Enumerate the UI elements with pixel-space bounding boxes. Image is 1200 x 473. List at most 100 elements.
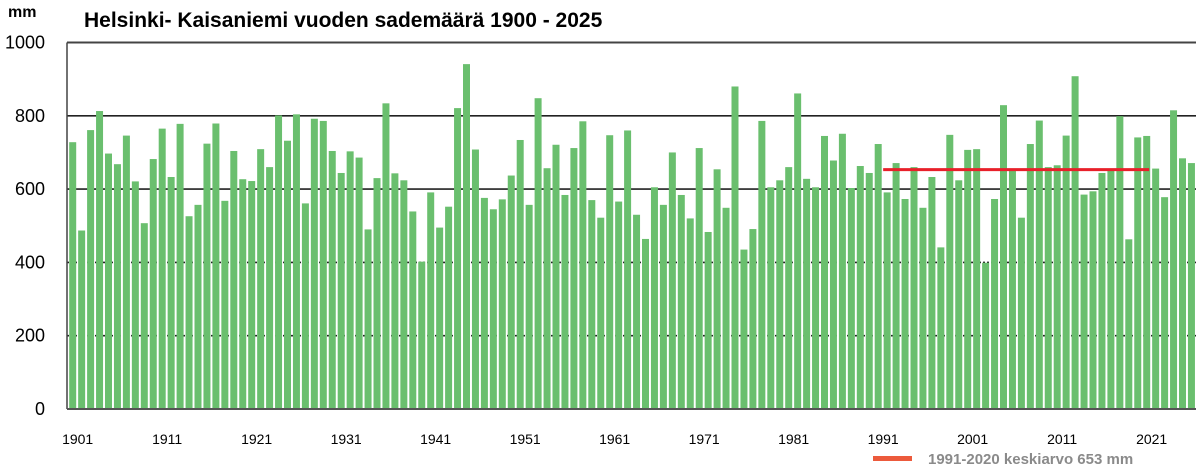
bar-1938	[409, 211, 417, 409]
x-tick-label: 1951	[510, 431, 541, 447]
bar-1987	[847, 188, 855, 409]
bar-2005	[1008, 170, 1016, 409]
bar-2023	[1170, 110, 1178, 410]
bar-1923	[275, 115, 283, 409]
bar-1932	[355, 157, 363, 409]
bar-1901	[78, 230, 86, 409]
bar-1976	[749, 229, 757, 409]
bar-1975	[740, 249, 748, 409]
bar-1911	[167, 177, 175, 409]
bar-1984	[821, 135, 828, 409]
bar-1960	[606, 135, 614, 410]
bar-1995	[919, 207, 927, 409]
x-tick-label: 1921	[241, 431, 272, 447]
x-tick-label: 2021	[1136, 431, 1167, 447]
bar-2011	[1062, 135, 1070, 409]
bar-1931	[346, 151, 354, 409]
bar-2018	[1125, 239, 1133, 409]
bar-1947	[489, 209, 497, 409]
bar-1913	[185, 216, 193, 409]
bar-1940	[427, 192, 435, 409]
bar-1958	[588, 200, 596, 409]
x-tick-label: 1911	[152, 431, 182, 447]
bar-1951	[525, 204, 533, 409]
y-tick-label: 200	[15, 326, 45, 346]
x-tick-label: 1971	[689, 431, 720, 447]
bar-1921	[257, 149, 265, 410]
bar-1934	[373, 178, 381, 409]
bar-1949	[507, 175, 515, 409]
bar-1930	[337, 172, 345, 409]
bar-2009	[1044, 167, 1052, 409]
bar-1953	[543, 168, 551, 409]
bar-1948	[498, 199, 506, 409]
bar-1988	[856, 166, 864, 409]
bar-2010	[1053, 165, 1061, 409]
bar-2015	[1098, 172, 1106, 409]
x-tick-label: 2001	[957, 431, 988, 447]
legend-swatch	[873, 456, 912, 461]
bar-1952	[534, 98, 542, 409]
bar-1978	[767, 187, 775, 409]
bar-1962	[624, 130, 632, 409]
bar-1972	[713, 169, 721, 409]
bar-1983	[812, 187, 820, 409]
bar-1935	[382, 103, 390, 410]
bar-1979	[776, 180, 784, 409]
chart-title: Helsinki- Kaisaniemi vuoden sademäärä 19…	[84, 9, 603, 32]
bar-1908	[140, 223, 148, 409]
bar-1957	[579, 121, 587, 410]
bar-1996	[928, 177, 936, 409]
bar-2001	[973, 149, 981, 410]
bar-1980	[785, 167, 793, 409]
bar-1968	[677, 194, 685, 409]
bar-1966	[659, 204, 667, 409]
bar-1991	[883, 192, 891, 409]
bar-1963	[633, 214, 641, 409]
bar-2016	[1107, 170, 1115, 409]
bar-1982	[803, 178, 811, 409]
bar-1910	[158, 128, 166, 409]
y-tick-label: 400	[15, 252, 45, 272]
x-tick-label: 1991	[868, 431, 899, 447]
bar-1939	[418, 261, 426, 409]
bar-1920	[248, 181, 256, 409]
bar-1955	[561, 194, 569, 409]
bar-2025	[1187, 163, 1195, 409]
legend-label: 1991-2020 keskiarvo 653 mm	[928, 451, 1133, 468]
bar-1937	[400, 180, 408, 409]
bar-1946	[480, 197, 488, 409]
x-tick-label: 2011	[1047, 431, 1077, 447]
bar-1973	[722, 207, 730, 409]
bar-1942	[445, 206, 453, 409]
bar-1959	[597, 217, 605, 409]
bar-1914	[194, 204, 202, 409]
bar-1915	[203, 143, 211, 410]
legend: 1991-2020 keskiarvo 653 mm	[873, 451, 1133, 468]
bar-1924	[284, 140, 291, 410]
bar-2022	[1161, 197, 1169, 409]
bar-1900	[69, 142, 77, 410]
x-tick-label: 1981	[778, 431, 809, 447]
bar-1994	[910, 167, 918, 409]
bar-1909	[149, 159, 157, 409]
bar-1906	[122, 135, 130, 409]
bar-1922	[266, 167, 274, 409]
y-axis-unit: mm	[8, 4, 36, 21]
bar-1967	[668, 152, 676, 409]
bar-1989	[865, 172, 873, 409]
bar-1965	[650, 187, 658, 409]
bar-1997	[937, 247, 945, 409]
bar-1954	[552, 144, 560, 410]
bar-2007	[1026, 144, 1034, 409]
bar-1993	[901, 198, 909, 409]
bar-1944	[463, 64, 470, 409]
bar-1990	[874, 144, 882, 409]
y-tick-label: 1000	[5, 33, 45, 53]
bar-1928	[319, 120, 327, 409]
bar-1925	[292, 114, 300, 410]
bar-2003	[991, 198, 999, 409]
bar-1977	[758, 120, 766, 409]
bar-1956	[570, 148, 578, 409]
